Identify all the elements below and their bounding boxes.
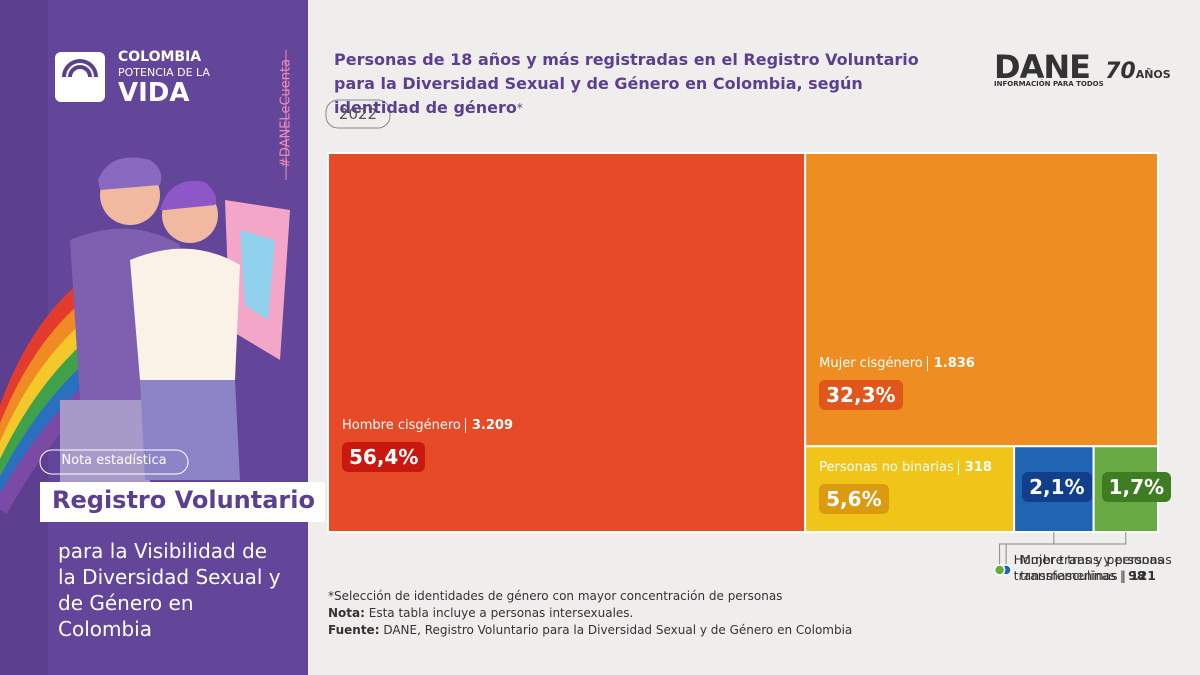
year-pill <box>325 99 391 129</box>
brand-line: POTENCIA DE LA <box>118 66 210 79</box>
title-mark: * <box>516 101 523 115</box>
category-label: Hombre cisgénero <box>342 417 461 433</box>
footnote-label: Fuente: <box>328 623 380 637</box>
callout-line <box>999 532 1127 568</box>
cell-label: Personas no binarias 318 <box>819 460 992 476</box>
illustration <box>60 157 290 490</box>
category-label: Mujer cisgénero <box>819 356 923 372</box>
percentage-badge: 5,6% <box>819 484 889 515</box>
hashtag: #DANELeCuenta <box>278 58 294 169</box>
brand-line: COLOMBIA <box>118 49 202 65</box>
footnote-label: Nota: <box>328 606 365 620</box>
dane-tagline: INFORMACIÓN PARA TODOS <box>994 80 1104 88</box>
note-tag-pill <box>39 449 189 475</box>
value-label: 318 <box>957 460 992 476</box>
chart-title-block: Personas de 18 años y más registradas en… <box>334 48 934 120</box>
outside-label: Mujer trans y personas transfemeninas | 12… <box>1020 552 1190 584</box>
chart-title: Personas de 18 años y más registradas en… <box>334 50 919 117</box>
year: 2022 <box>338 105 378 123</box>
category-label: Personas no binarias <box>819 460 954 476</box>
footnote-text: DANE, Registro Voluntario para la Divers… <box>379 623 853 637</box>
percentage-badge: 2,1% <box>1022 472 1092 503</box>
percentage-badge: 32,3% <box>819 380 903 411</box>
dane-years: 70 <box>1105 59 1136 84</box>
dane-years-word: AÑOS <box>1135 68 1171 81</box>
headline-box <box>40 482 325 522</box>
footnote: Fuente: DANE, Registro Voluntario para l… <box>328 622 852 639</box>
footnotes: *Selección de identidades de género con … <box>328 588 852 639</box>
percentage-badge: 56,4% <box>342 441 426 472</box>
category-label: Hombre trans y personas transmasculinas <box>1013 552 1172 583</box>
headline: Registro Voluntario <box>52 486 315 514</box>
note-tag: Nota estadística <box>61 453 167 468</box>
brand-icon-mark <box>62 59 98 78</box>
cell-label: Hombre cisgénero 3.209 <box>342 417 513 433</box>
value-label: 3.209 <box>464 417 513 433</box>
brand: COLOMBIA POTENCIA DE LA VIDA <box>118 49 210 108</box>
category-label: Mujer trans y personas transfemeninas <box>1020 552 1164 583</box>
percentage-badge: 1,7% <box>1101 472 1172 503</box>
separator: | <box>1119 568 1125 583</box>
brand-line: VIDA <box>118 78 190 108</box>
separator: | <box>1121 568 1126 583</box>
footnote-text: Esta tabla incluye a personas intersexua… <box>364 606 634 620</box>
value-label: 1.836 <box>926 356 975 372</box>
footnote: Nota: Esta tabla incluye a personas inte… <box>328 605 852 622</box>
treemap-cell <box>327 152 807 533</box>
dane-logo: DANE 70AÑOS INFORMACIÓN PARA TODOS <box>994 48 1171 88</box>
outside-label: Hombre trans y personas transmasculinas |… <box>1014 552 1184 584</box>
subheadline: para la Visibilidad de la Diversidad Sex… <box>58 539 281 641</box>
value-label: 98 <box>1128 568 1146 583</box>
callout-dot <box>993 564 1006 576</box>
footnote: *Selección de identidades de género con … <box>328 589 783 603</box>
value-label: 121 <box>1129 568 1156 583</box>
cell-label: Mujer cisgénero 1.836 <box>819 356 975 372</box>
dane-name: DANE <box>994 48 1091 86</box>
